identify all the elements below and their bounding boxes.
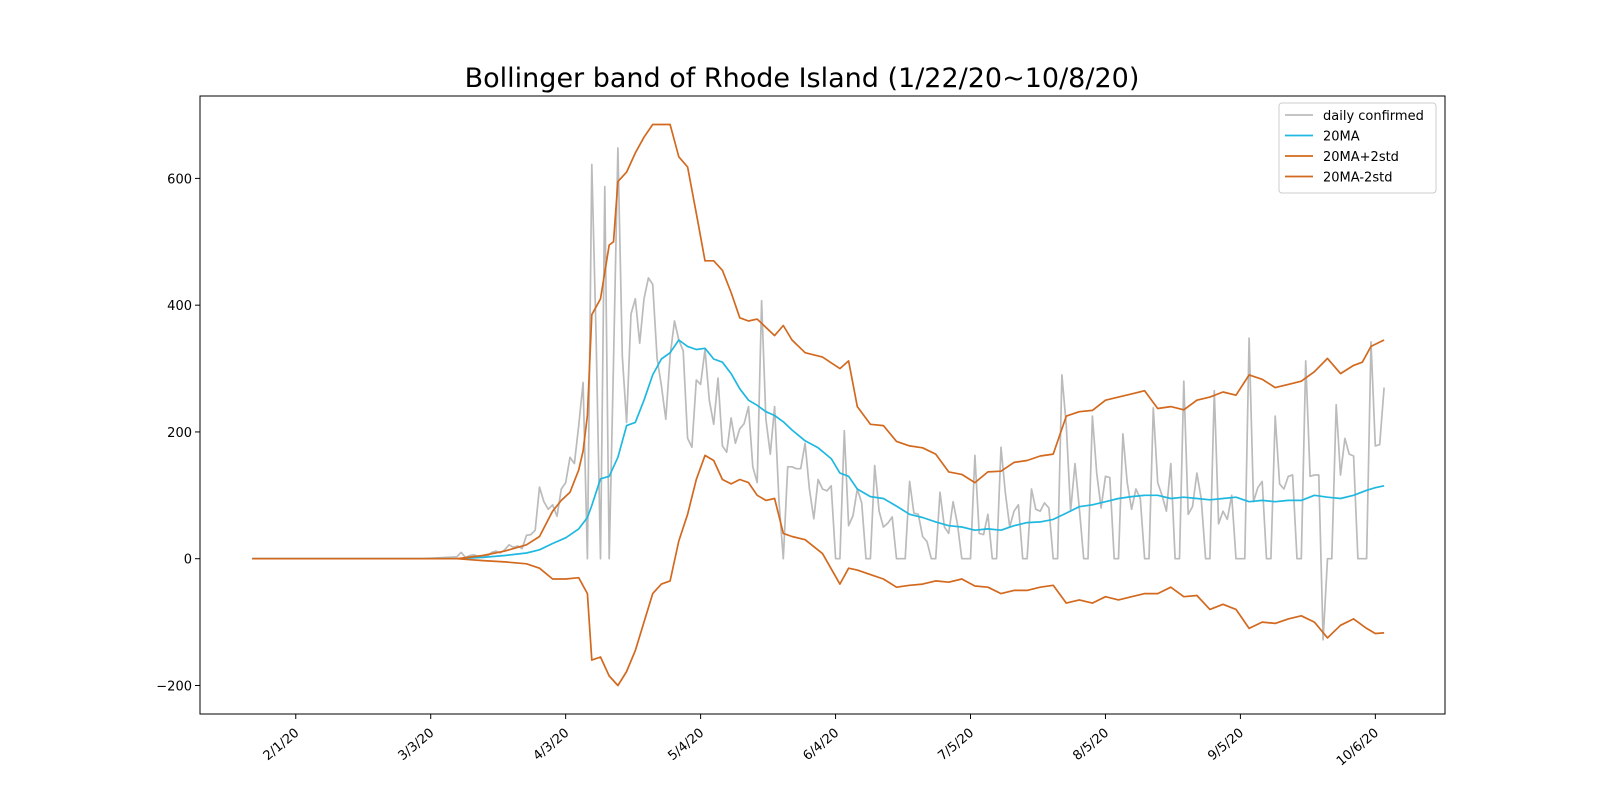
- x-tick-label: 9/5/20: [1205, 726, 1247, 764]
- legend: daily confirmed 20MA 20MA+2std 20MA-2std: [1278, 102, 1437, 194]
- x-tick-label: 8/5/20: [1070, 726, 1112, 764]
- series-line-20ma-2std: [252, 454, 1385, 687]
- legend-label: 20MA: [1323, 130, 1360, 145]
- y-tick-label: −200: [156, 679, 192, 694]
- y-tick-label: 400: [167, 299, 192, 314]
- x-axis: 2/1/20 3/3/20 4/3/20 5/4/20 6/4/20 7/5/20 8/5/…: [261, 714, 1382, 769]
- x-tick-label: 4/3/20: [531, 726, 573, 764]
- x-tick-label: 10/6/20: [1334, 726, 1382, 770]
- legend-label: 20MA-2std: [1323, 171, 1392, 186]
- y-tick-label: 600: [167, 172, 192, 187]
- x-tick-label: 2/1/20: [261, 726, 303, 764]
- x-tick-label: 5/4/20: [665, 726, 707, 764]
- y-tick-label: 0: [184, 553, 192, 568]
- chart-title: Bollinger band of Rhode Island (1/22/20~…: [465, 63, 1140, 94]
- series-line-20ma-2std: [252, 123, 1385, 560]
- x-tick-label: 6/4/20: [800, 726, 842, 764]
- legend-label: daily confirmed: [1323, 109, 1424, 124]
- x-tick-label: 3/3/20: [396, 726, 438, 764]
- y-tick-label: 200: [167, 426, 192, 441]
- series-line-20ma: [252, 339, 1385, 560]
- series-lines: [252, 123, 1385, 687]
- plot-area: [199, 95, 1446, 715]
- y-axis: −200 0 200 400 600: [156, 172, 200, 694]
- legend-label: 20MA+2std: [1323, 150, 1399, 165]
- series-line-daily-confirmed: [252, 147, 1385, 641]
- x-tick-label: 7/5/20: [935, 726, 977, 764]
- legend-box: [1278, 102, 1437, 194]
